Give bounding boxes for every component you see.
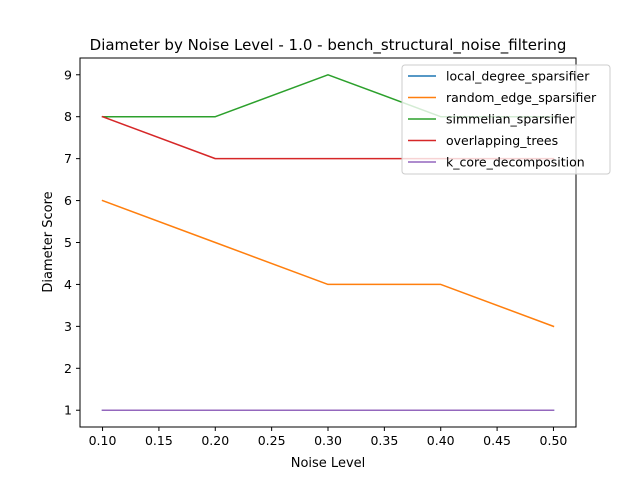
y-axis-label: Diameter Score: [41, 191, 56, 292]
x-axis-label: Noise Level: [291, 456, 366, 471]
y-tick-label: 2: [64, 361, 72, 376]
y-tick-label: 5: [64, 235, 72, 250]
legend-label: overlapping_trees: [446, 133, 558, 148]
x-tick-label: 0.35: [370, 433, 398, 448]
x-tick-label: 0.45: [483, 433, 511, 448]
legend-box: [401, 64, 611, 175]
y-tick-label: 9: [64, 67, 72, 82]
x-tick-label: 0.20: [201, 433, 229, 448]
y-tick-label: 8: [64, 109, 72, 124]
y-tick-label: 4: [64, 277, 72, 292]
legend-label: k_core_decomposition: [446, 155, 585, 170]
y-axis-ticks: 1 2 3 4 5 6 7 8 9: [64, 67, 80, 418]
legend: local_degree_sparsifier random_edge_spars…: [401, 64, 611, 175]
x-tick-label: 0.25: [258, 433, 286, 448]
legend-label: local_degree_sparsifier: [446, 69, 590, 84]
x-axis-ticks: 0.10 0.15 0.20 0.25 0.30 0.35 0.40 0.45 0.50: [89, 427, 568, 448]
x-tick-label: 0.30: [314, 433, 342, 448]
series-line-random-edge-sparsifier: [101, 199, 555, 328]
x-tick-label: 0.15: [145, 433, 173, 448]
y-tick-label: 6: [64, 193, 72, 208]
chart-title: Diameter by Noise Level - 1.0 - bench_st…: [90, 36, 567, 55]
legend-label: simmelian_sparsifier: [446, 112, 576, 127]
y-tick-label: 3: [64, 319, 72, 334]
x-tick-label: 0.40: [427, 433, 455, 448]
legend-label: random_edge_sparsifier: [446, 90, 597, 105]
y-tick-label: 1: [64, 403, 72, 418]
y-tick-label: 7: [64, 151, 72, 166]
x-tick-label: 0.10: [89, 433, 117, 448]
x-tick-label: 0.50: [540, 433, 568, 448]
